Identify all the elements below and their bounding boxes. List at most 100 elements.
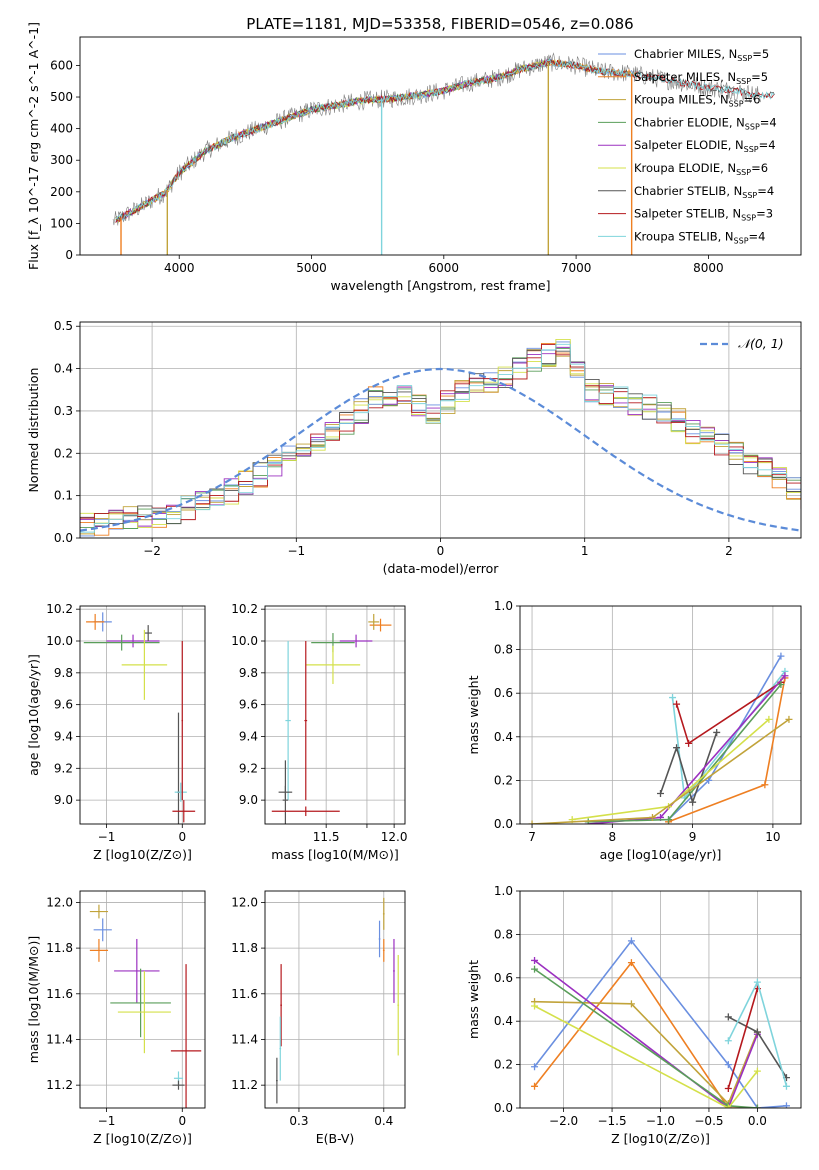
legend-entry-6: Chabrier STELIB, NSSP=4 bbox=[634, 184, 774, 200]
legend-entry-4: Salpeter ELODIE, NSSP=4 bbox=[634, 138, 776, 154]
plot-area-residuals bbox=[80, 322, 801, 538]
legend-entry-7: Salpeter STELIB, NSSP=3 bbox=[634, 207, 773, 223]
weight-marker-6 bbox=[665, 816, 673, 824]
x-tick-label: 7000 bbox=[561, 261, 592, 275]
weight-marker-3 bbox=[531, 956, 539, 964]
weight-line-7 bbox=[727, 988, 759, 1089]
y-tick-label: 10.2 bbox=[46, 602, 73, 616]
chart-spectrum: 4000 5000 6000 7000 8000 0 100 200 300 400 500 600 w… bbox=[26, 22, 802, 293]
axes-frame bbox=[79, 321, 802, 539]
legend-label: Salpeter ELODIE, N bbox=[634, 138, 744, 152]
plot-area-weight_vs_Z bbox=[520, 891, 801, 1108]
legend-nssp: =5 bbox=[751, 70, 768, 84]
axes-frame bbox=[79, 605, 206, 825]
figure-title: PLATE=1181, MJD=53358, FIBERID=0546, z=0… bbox=[246, 15, 633, 33]
weight-marker-1 bbox=[531, 1082, 539, 1090]
y-tick-label: 1.0 bbox=[494, 884, 513, 898]
legend-sub: SSP bbox=[736, 77, 751, 86]
spectrum-model-line-3 bbox=[115, 58, 550, 223]
y-tick-label: 0.2 bbox=[494, 1058, 513, 1072]
weight-marker-8 bbox=[724, 1037, 732, 1045]
weight-marker-8 bbox=[528, 820, 536, 824]
legend-nssp: =5 bbox=[752, 47, 769, 61]
plot-area-mass_vs_ebv bbox=[265, 891, 405, 1108]
weight-marker-8 bbox=[648, 813, 656, 821]
legend-nssp: =6 bbox=[744, 93, 761, 107]
y-tick-label: 0.3 bbox=[54, 404, 73, 418]
y-tick-label: 0.4 bbox=[494, 730, 513, 744]
legend-nssp: =4 bbox=[749, 229, 766, 243]
chart-age_vs_Z: −1 0 9.0 9.2 9.4 9.6 9.8 10.0 10.2 Z [log10(Z/Z⊙)… bbox=[26, 602, 206, 862]
legend-sub: SSP bbox=[737, 54, 752, 63]
weight-line-5 bbox=[534, 1005, 759, 1108]
x-axis-label: wavelength [Angstrom, rest frame] bbox=[330, 278, 550, 293]
spectrum-model-line-5 bbox=[115, 59, 550, 224]
x-tick-label: −2.0 bbox=[549, 1114, 578, 1128]
weight-marker-4 bbox=[673, 700, 681, 708]
legend-sub: SSP bbox=[745, 122, 760, 131]
y-tick-label: 0.4 bbox=[494, 1014, 513, 1028]
weight-marker-8 bbox=[785, 715, 793, 723]
y-tick-label: 0.4 bbox=[54, 362, 73, 376]
legend-entry-1: Salpeter MILES, NSSP=5 bbox=[634, 70, 768, 86]
x-tick-label: −2 bbox=[143, 544, 161, 558]
weight-marker-2 bbox=[627, 1000, 635, 1008]
weight-line-2 bbox=[534, 1000, 759, 1106]
legend-sub: SSP bbox=[729, 100, 744, 109]
y-tick-label: 11.4 bbox=[231, 1032, 258, 1046]
y-tick-label: 11.2 bbox=[231, 1078, 258, 1092]
legend-label: Kroupa ELODIE, N bbox=[634, 161, 736, 175]
y-tick-label: 9.2 bbox=[54, 761, 73, 775]
weight-marker-0 bbox=[627, 937, 635, 945]
legend-label: Chabrier STELIB, N bbox=[634, 184, 742, 198]
histogram-model-4 bbox=[80, 346, 801, 538]
weight-marker-7 bbox=[765, 715, 773, 723]
y-tick-label: 300 bbox=[50, 153, 73, 167]
y-tick-label: 0.2 bbox=[54, 446, 73, 460]
legend-sub: SSP bbox=[741, 214, 756, 223]
x-tick-label: −1.5 bbox=[597, 1114, 626, 1128]
legend-entry-5: Kroupa ELODIE, NSSP=6 bbox=[634, 161, 768, 177]
legend-nssp: =4 bbox=[759, 138, 776, 152]
axes-frame bbox=[79, 36, 802, 256]
weight-marker-6 bbox=[777, 680, 785, 688]
chart-age_vs_mass: 11.5 12.0 9.0 9.2 9.4 9.6 9.8 10.0 10.2 mass [log… bbox=[231, 602, 407, 862]
y-tick-label: 0 bbox=[65, 248, 73, 262]
axes-frame bbox=[519, 605, 802, 825]
x-tick-label: 0.4 bbox=[374, 1114, 393, 1128]
y-tick-label: 0.6 bbox=[494, 686, 513, 700]
plot-area-spectrum bbox=[112, 52, 775, 255]
weight-marker-6 bbox=[753, 1028, 761, 1036]
weight-marker-0 bbox=[777, 652, 785, 660]
weight-marker-4 bbox=[753, 1104, 761, 1108]
y-tick-label: 10.0 bbox=[231, 634, 258, 648]
x-tick-label: 10 bbox=[765, 830, 780, 844]
y-tick-label: 9.6 bbox=[54, 698, 73, 712]
y-tick-label: 11.4 bbox=[46, 1032, 73, 1046]
weight-marker-1 bbox=[627, 959, 635, 967]
y-tick-label: 200 bbox=[50, 185, 73, 199]
y-tick-label: 400 bbox=[50, 122, 73, 136]
y-tick-label: 0.0 bbox=[494, 817, 513, 831]
y-tick-label: 11.6 bbox=[46, 987, 73, 1001]
y-tick-label: 9.0 bbox=[239, 793, 258, 807]
legend-label: Salpeter STELIB, N bbox=[634, 207, 741, 221]
x-tick-label: 12.0 bbox=[381, 830, 408, 844]
axes-frame bbox=[264, 890, 406, 1109]
weight-marker-0 bbox=[724, 1061, 732, 1069]
legend-entry-2: Kroupa MILES, NSSP=6 bbox=[634, 93, 760, 109]
legend-sub: SSP bbox=[744, 145, 759, 154]
chart-mass_vs_ebv: 0.3 0.4 11.2 11.4 11.6 11.8 12.0 E(B-V) bbox=[231, 890, 406, 1146]
weight-marker-5 bbox=[531, 1002, 539, 1010]
axes-frame bbox=[519, 890, 802, 1109]
legend-entry-3: Chabrier ELODIE, NSSP=4 bbox=[634, 115, 777, 131]
y-tick-label: 12.0 bbox=[46, 895, 73, 909]
weight-marker-5 bbox=[724, 1104, 732, 1108]
legend-entry-8: Kroupa STELIB, NSSP=4 bbox=[634, 229, 765, 245]
weight-marker-0 bbox=[531, 1063, 539, 1071]
x-tick-label: 0 bbox=[178, 830, 186, 844]
x-tick-label: 6000 bbox=[429, 261, 460, 275]
y-axis-label: mass weight bbox=[466, 675, 481, 754]
y-tick-label: 10.2 bbox=[231, 602, 258, 616]
